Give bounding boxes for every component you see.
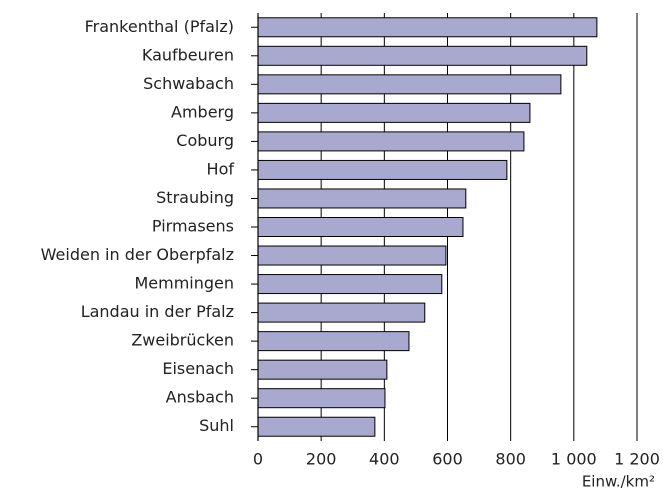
bar [257, 131, 525, 152]
y-tick-label: Ansbach [166, 388, 234, 407]
y-tick-label: Schwabach [143, 74, 234, 93]
bar [257, 245, 447, 266]
y-tick-label: Amberg [171, 102, 234, 121]
x-tick-label: 1 200 [614, 450, 660, 469]
y-tick-label: Zweibrücken [131, 331, 234, 350]
y-tick-label: Eisenach [162, 359, 234, 378]
x-tick-label: 200 [306, 450, 337, 469]
bar [257, 416, 376, 437]
y-tick-label: Coburg [176, 131, 234, 150]
y-tick-label: Memmingen [134, 274, 234, 293]
bar [257, 102, 531, 123]
bar [257, 331, 410, 352]
y-tick-label: Pirmasens [152, 217, 234, 236]
y-tick-label: Hof [207, 159, 235, 178]
bar [257, 159, 508, 180]
x-tick-label: 1 000 [551, 450, 597, 469]
bar [257, 359, 388, 380]
y-tick-label: Kaufbeuren [142, 45, 234, 64]
bar [257, 388, 386, 409]
x-tick-label: 0 [253, 450, 263, 469]
bar [257, 274, 443, 295]
x-axis-label: Einw./km² [582, 473, 655, 491]
x-tick-label: 400 [369, 450, 400, 469]
x-tick-label: 600 [432, 450, 463, 469]
bar [257, 17, 598, 38]
bar [257, 188, 467, 209]
y-tick-label: Frankenthal (Pfalz) [85, 17, 234, 36]
y-tick-label: Landau in der Pfalz [81, 302, 234, 321]
bar [257, 45, 588, 66]
y-tick-label: Straubing [156, 188, 234, 207]
bar [257, 217, 464, 237]
y-tick-label: Suhl [199, 416, 234, 435]
bar [257, 74, 562, 95]
y-tick-label: Weiden in der Oberpfalz [41, 245, 234, 264]
bar [257, 302, 426, 323]
x-tick-label: 800 [495, 450, 526, 469]
